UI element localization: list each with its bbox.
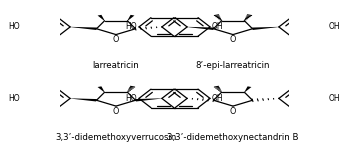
Text: HO: HO bbox=[8, 22, 20, 31]
Text: OH: OH bbox=[212, 22, 223, 31]
Polygon shape bbox=[98, 15, 105, 21]
Polygon shape bbox=[252, 27, 279, 30]
Text: O: O bbox=[230, 107, 236, 116]
Text: OH: OH bbox=[329, 94, 341, 103]
Polygon shape bbox=[70, 27, 97, 30]
Text: 3,3’-didemethoxynectandrin B: 3,3’-didemethoxynectandrin B bbox=[167, 133, 299, 142]
Polygon shape bbox=[98, 86, 105, 92]
Polygon shape bbox=[244, 86, 251, 92]
Text: 8’-epi-larreatricin: 8’-epi-larreatricin bbox=[196, 61, 270, 70]
Text: O: O bbox=[113, 107, 119, 116]
Text: 3,3’-didemethoxyverrucosin: 3,3’-didemethoxyverrucosin bbox=[55, 133, 177, 142]
Text: HO: HO bbox=[126, 94, 137, 103]
Text: O: O bbox=[113, 35, 119, 44]
Polygon shape bbox=[70, 98, 97, 102]
Text: OH: OH bbox=[329, 22, 341, 31]
Text: HO: HO bbox=[8, 94, 20, 103]
Text: larreatricin: larreatricin bbox=[92, 61, 139, 70]
Text: O: O bbox=[230, 35, 236, 44]
Text: HO: HO bbox=[126, 22, 137, 31]
Text: OH: OH bbox=[212, 94, 223, 103]
Polygon shape bbox=[127, 15, 134, 21]
Polygon shape bbox=[187, 27, 214, 30]
Polygon shape bbox=[135, 98, 162, 102]
